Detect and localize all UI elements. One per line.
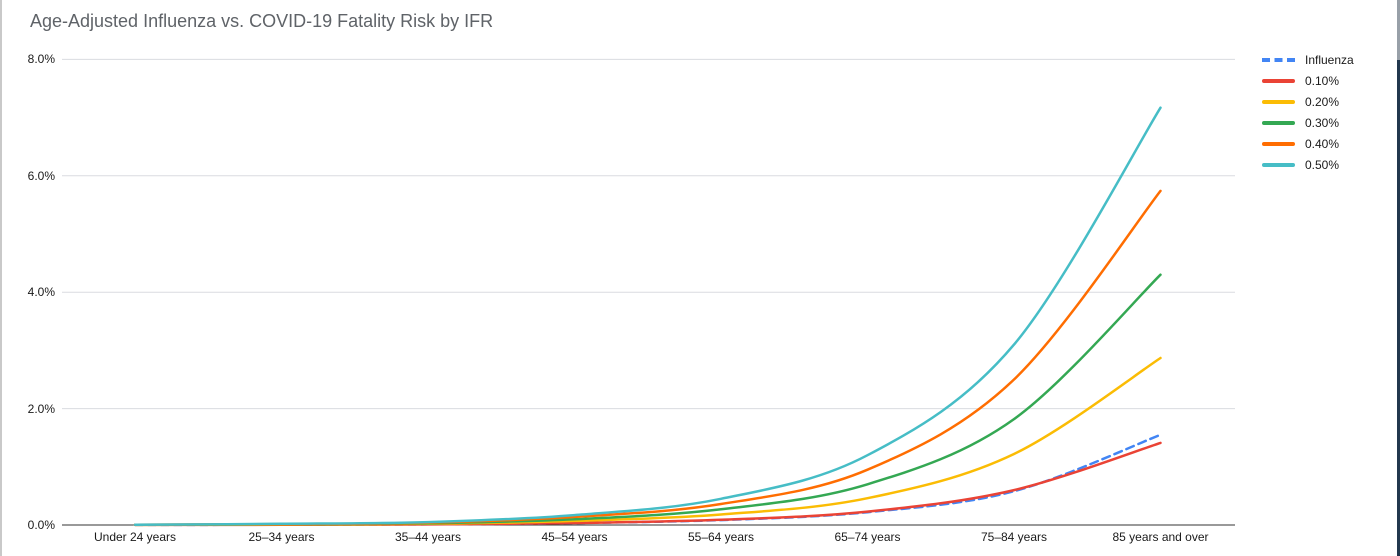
legend-label: Influenza — [1305, 52, 1354, 67]
y-axis-tick-label: 4.0% — [27, 285, 55, 300]
legend-swatch-icon — [1262, 99, 1295, 104]
legend-swatch-icon — [1262, 78, 1295, 83]
y-axis-tick-label: 6.0% — [27, 168, 55, 183]
chart-legend: Influenza 0.10% 0.20% 0.30% 0.40% 0.50% — [1262, 49, 1354, 175]
legend-label: 0.10% — [1305, 73, 1340, 88]
legend-label: 0.50% — [1305, 157, 1340, 172]
legend-item-0-30-[interactable]: 0.30% — [1262, 112, 1354, 133]
scrollbar-thumb[interactable] — [1397, 60, 1400, 556]
x-axis-category-label: 35–44 years — [394, 530, 462, 544]
x-axis-category-label: Under 24 years — [93, 530, 177, 544]
legend-item-0-20-[interactable]: 0.20% — [1262, 91, 1354, 112]
chart-title: Age-Adjusted Influenza vs. COVID-19 Fata… — [30, 11, 494, 31]
x-axis-category-label: 75–84 years — [980, 530, 1048, 544]
scrollbar-track[interactable] — [1397, 0, 1400, 60]
x-axis-category-label: 45–54 years — [541, 530, 608, 544]
series-line-0-30-[interactable] — [133, 273, 1162, 527]
x-axis-category-label: 85 years and over — [1112, 530, 1209, 544]
y-axis-tick-label: 2.0% — [27, 401, 55, 416]
legend-swatch-icon — [1262, 162, 1295, 167]
legend-label: 0.20% — [1305, 94, 1340, 109]
legend-swatch-icon — [1262, 120, 1295, 125]
x-axis-category-label: 65–74 years — [834, 530, 901, 544]
y-axis-tick-label: 8.0% — [27, 52, 55, 67]
series-line-0-20-[interactable] — [133, 356, 1162, 527]
x-axis-category-label: 55–64 years — [687, 530, 755, 544]
legend-item-0-50-[interactable]: 0.50% — [1262, 154, 1354, 175]
legend-item-0-40-[interactable]: 0.40% — [1262, 133, 1354, 154]
page-left-border — [0, 0, 2, 556]
x-axis-category-label: 25–34 years — [248, 530, 315, 544]
legend-label: 0.30% — [1305, 115, 1340, 130]
legend-swatch-icon — [1262, 57, 1295, 62]
legend-item-influenza[interactable]: Influenza — [1262, 49, 1354, 70]
legend-swatch-icon — [1262, 141, 1295, 146]
series-line-0-50-[interactable] — [133, 106, 1162, 526]
y-axis-tick-label: 0.0% — [27, 518, 55, 532]
legend-label: 0.40% — [1305, 136, 1340, 151]
series-line-0-40-[interactable] — [133, 189, 1162, 527]
legend-item-0-10-[interactable]: 0.10% — [1262, 70, 1354, 91]
